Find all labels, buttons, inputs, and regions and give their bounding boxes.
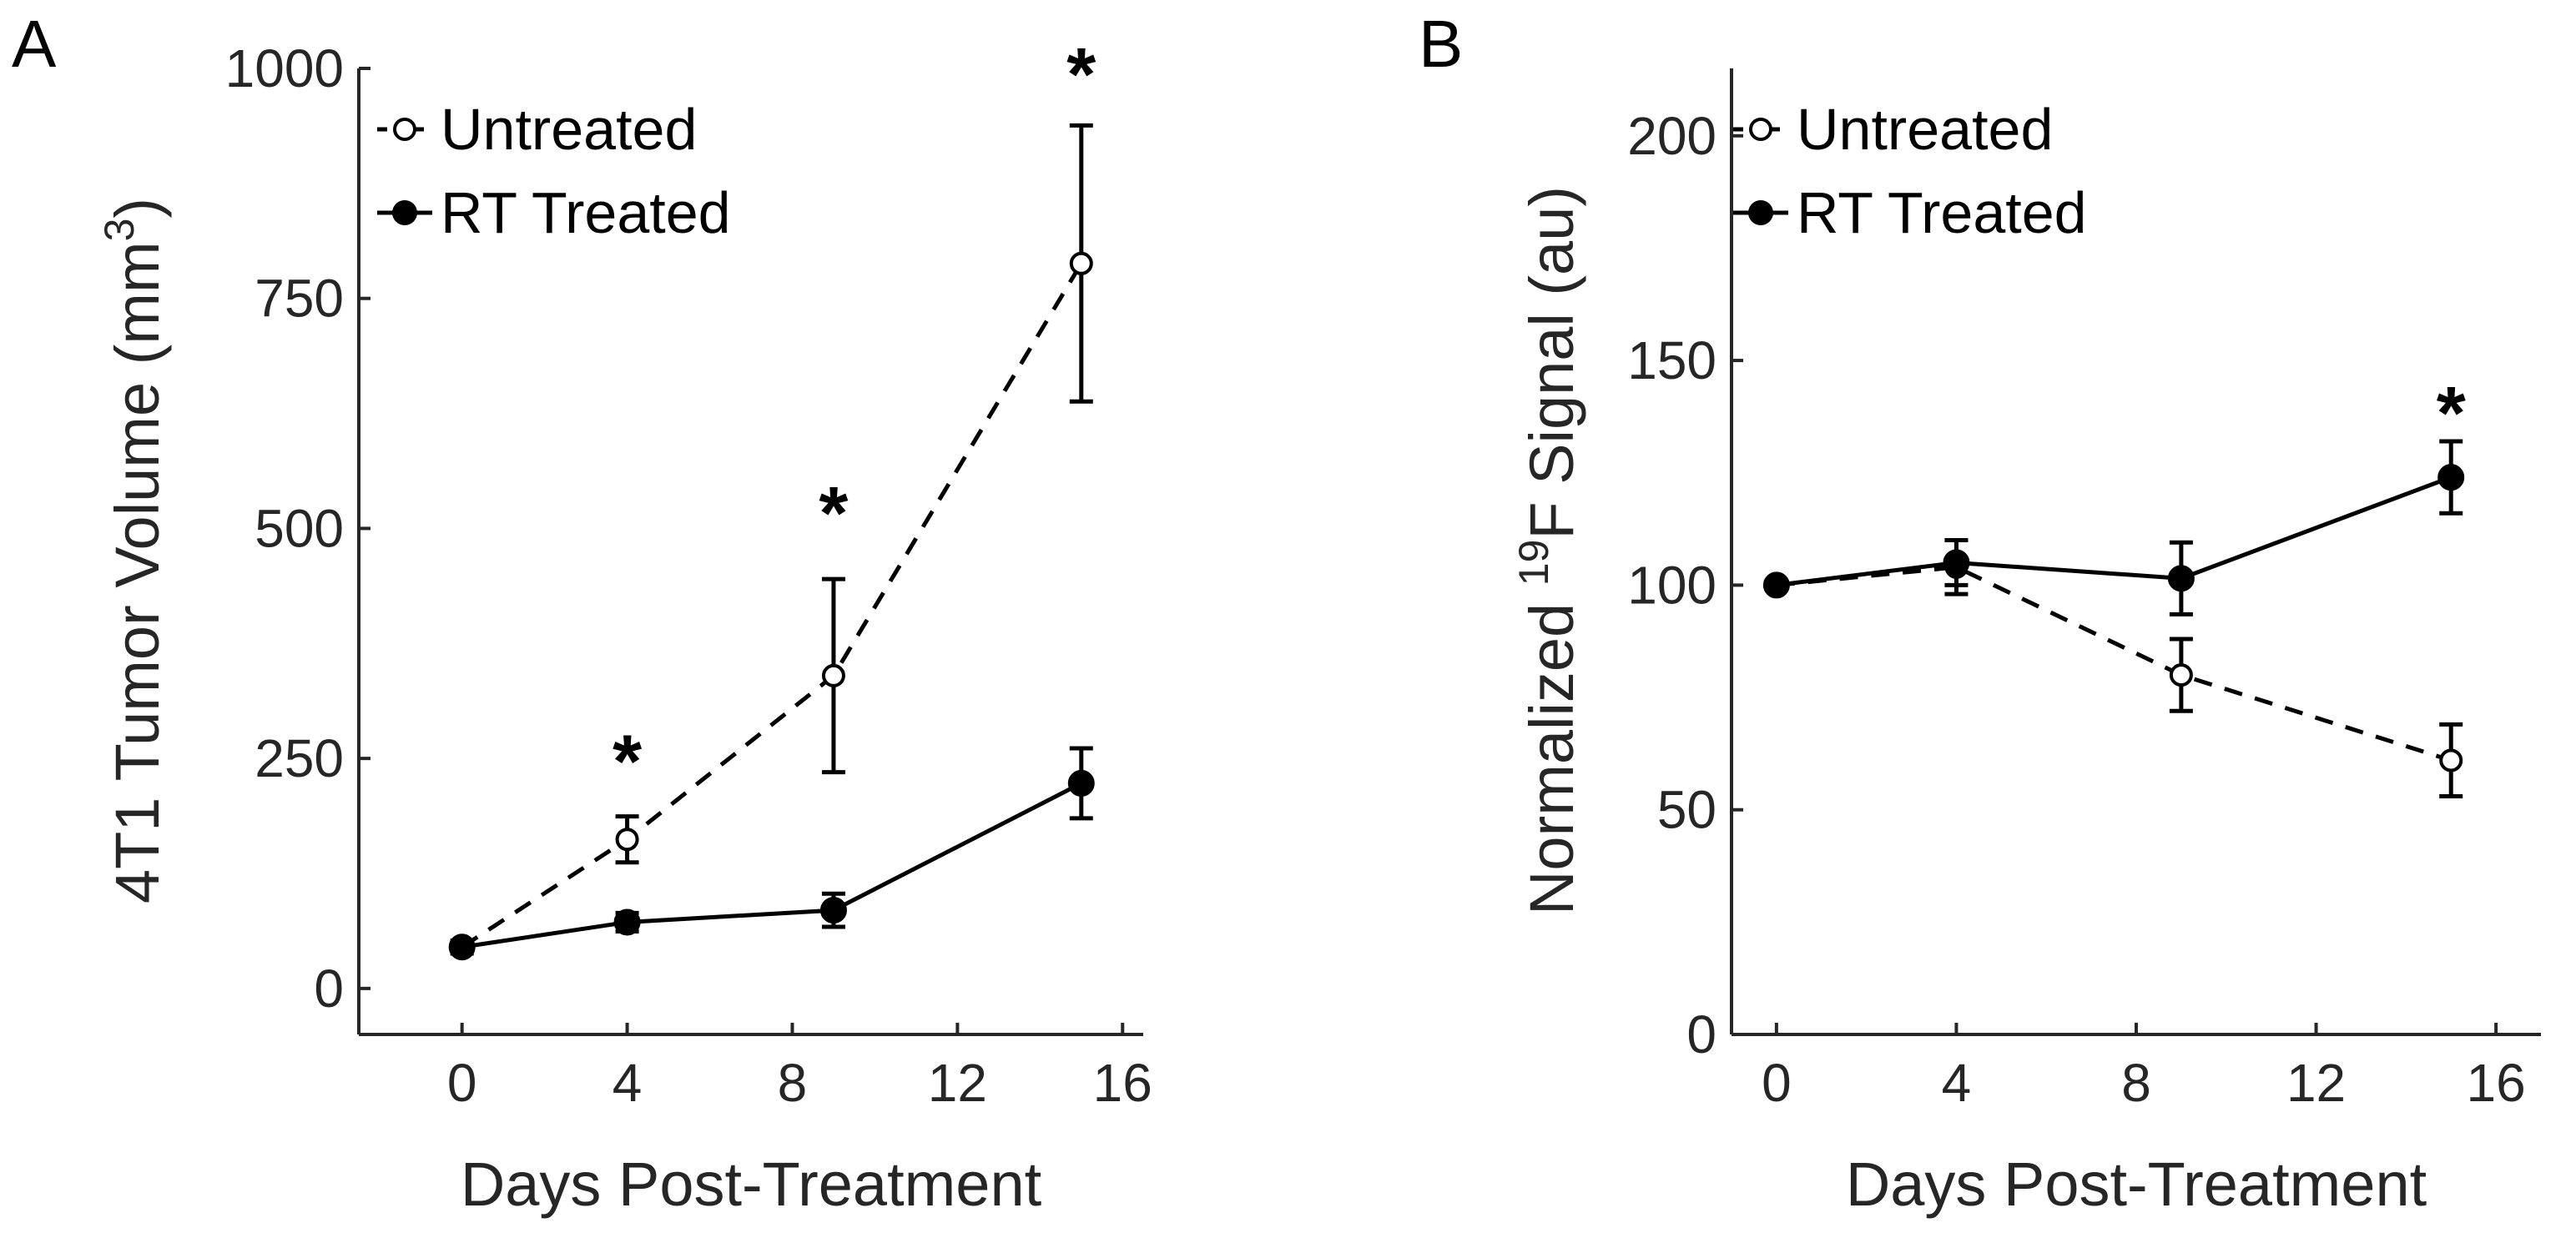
legend-marker-filled [392,200,417,225]
data-point-open [615,828,639,852]
y-tick-label: 0 [1686,1004,1716,1064]
x-tick-label: 12 [2286,1053,2346,1113]
x-tick-label: 8 [2121,1053,2151,1113]
significance-star: * [819,472,848,556]
x-tick-label: 0 [1762,1053,1792,1113]
panel-a-letter: A [12,7,57,81]
data-point-filled [1067,769,1095,797]
panel-a: A 0 4 8 12 16 0 250 500 750 1000 Days Post-Treatme… [12,7,1152,1219]
series-line-untreated [461,262,1083,949]
y-axis-label: 4T1 Tumor Volume (mm3) [96,198,172,903]
y-tick-label: 50 [1657,780,1716,840]
data-point-filled [448,934,476,961]
x-tick-label: 16 [1093,1053,1152,1113]
y-tick-label: 0 [314,959,344,1019]
legend-marker-filled [1748,200,1773,225]
data-point-filled [613,908,641,936]
data-point-open [2169,663,2193,687]
data-point-open [1069,251,1093,275]
series-line-untreated [1776,565,2452,762]
x-tick-label: 4 [1942,1053,1972,1113]
data-point-filled [2437,464,2465,491]
legend-label: RT Treated [1797,180,2087,245]
data-point-open [2439,748,2463,773]
x-axis-label: Days Post-Treatment [1846,1150,2427,1219]
data-point-open [821,663,845,687]
y-tick-label: 500 [255,498,344,558]
series-line-rt-treated [461,781,1082,949]
data-point-filled [2167,565,2195,592]
y-tick-label: 750 [255,269,344,329]
data-point-filled [819,897,847,924]
legend-marker-open [393,118,416,141]
y-tick-label: 250 [255,728,344,788]
significance-star: * [1066,33,1096,117]
x-tick-label: 0 [447,1053,477,1113]
x-tick-label: 4 [612,1053,643,1113]
y-tick-label: 200 [1627,106,1716,166]
legend-label: RT Treated [441,180,731,245]
panel-b-letter: B [1419,7,1463,81]
y-tick-label: 1000 [225,38,344,98]
x-tick-label: 12 [928,1053,987,1113]
series-line-rt-treated [1776,475,2452,587]
significance-star: * [612,721,642,804]
legend-label: Untreated [441,97,697,162]
x-tick-label: 8 [778,1053,808,1113]
x-axis-label: Days Post-Treatment [461,1150,1042,1219]
y-tick-label: 100 [1627,555,1716,615]
significance-star: * [2437,372,2466,455]
x-tick-label: 16 [2467,1053,2526,1113]
data-point-filled [1943,549,1970,576]
legend-label: Untreated [1797,97,2053,162]
data-point-filled [1762,571,1790,599]
panel-b: B 0 4 8 12 16 0 50 100 150 200 Days Post-Treatment… [1419,7,2541,1219]
y-tick-label: 150 [1627,330,1716,390]
y-axis-label: Normalized 19F Signal (au) [1510,186,1586,915]
legend-marker-open [1749,118,1772,141]
